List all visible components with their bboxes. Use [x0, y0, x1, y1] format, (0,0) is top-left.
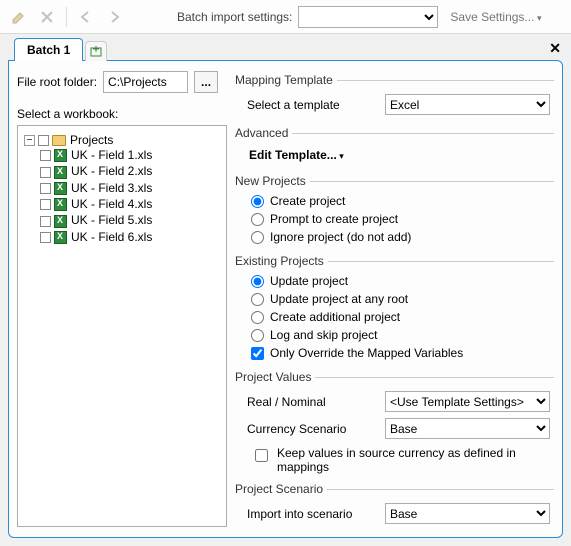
tree-file-node[interactable]: UK - Field 3.xls — [40, 180, 220, 196]
tree-file-label: UK - Field 3.xls — [71, 181, 152, 195]
project-scenario-legend: Project Scenario — [235, 482, 327, 496]
mapping-template-group: Mapping Template Select a template Excel — [235, 73, 554, 120]
select-workbook-label: Select a workbook: — [17, 107, 227, 121]
tree-file-node[interactable]: UK - Field 5.xls — [40, 212, 220, 228]
check-keep-source-currency[interactable] — [255, 449, 268, 462]
save-settings-link[interactable]: Save Settings... — [450, 10, 541, 24]
project-values-group: Project Values Real / Nominal <Use Templ… — [235, 370, 554, 476]
advanced-group: Advanced Edit Template... — [235, 126, 554, 168]
collapse-icon[interactable]: − — [24, 135, 35, 146]
tree-file-label: UK - Field 5.xls — [71, 213, 152, 227]
toolbar: Batch import settings: Save Settings... — [0, 0, 571, 34]
excel-icon — [54, 231, 67, 244]
import-scenario-label: Import into scenario — [247, 507, 377, 521]
radio-update-any-root[interactable] — [251, 293, 264, 306]
check-label: Only Override the Mapped Variables — [270, 346, 463, 360]
checkbox[interactable] — [40, 199, 51, 210]
checkbox[interactable] — [40, 150, 51, 161]
checkbox[interactable] — [40, 232, 51, 243]
close-tab-icon[interactable]: ✕ — [549, 40, 561, 57]
folder-icon — [52, 135, 66, 146]
batch-import-label: Batch import settings: — [177, 10, 292, 24]
new-projects-group: New Projects Create project Prompt to cr… — [235, 174, 554, 248]
excel-icon — [54, 149, 67, 162]
workbook-tree[interactable]: − Projects UK - Field 1.xls UK - Field 2.x… — [17, 125, 227, 527]
tree-file-node[interactable]: UK - Field 4.xls — [40, 196, 220, 212]
delete-icon[interactable] — [36, 6, 58, 28]
radio-label: Update project — [270, 274, 348, 288]
main-panel: File root folder: ... Select a workbook:… — [8, 60, 563, 538]
excel-icon — [54, 182, 67, 195]
tree-file-node[interactable]: UK - Field 2.xls — [40, 163, 220, 179]
back-icon[interactable] — [75, 6, 97, 28]
radio-label: Prompt to create project — [270, 212, 398, 226]
check-only-override[interactable] — [251, 347, 264, 360]
project-scenario-group: Project Scenario Import into scenario Ba… — [235, 482, 554, 527]
forward-icon[interactable] — [103, 6, 125, 28]
checkbox[interactable] — [40, 167, 51, 178]
import-scenario-dropdown[interactable]: Base — [385, 503, 550, 524]
tab-batch-1[interactable]: Batch 1 — [14, 38, 83, 61]
tree-file-label: UK - Field 6.xls — [71, 230, 152, 244]
radio-label: Create additional project — [270, 310, 400, 324]
radio-label: Ignore project (do not add) — [270, 230, 411, 244]
new-projects-legend: New Projects — [235, 174, 310, 188]
existing-projects-group: Existing Projects Update project Update … — [235, 254, 554, 364]
select-template-label: Select a template — [247, 98, 377, 112]
radio-label: Create project — [270, 194, 345, 208]
tree-file-label: UK - Field 4.xls — [71, 197, 152, 211]
currency-scenario-dropdown[interactable]: Base — [385, 418, 550, 439]
file-root-label: File root folder: — [17, 75, 97, 89]
excel-icon — [54, 215, 67, 228]
excel-icon — [54, 166, 67, 179]
radio-log-skip[interactable] — [251, 329, 264, 342]
batch-settings-dropdown[interactable] — [298, 6, 438, 28]
edit-template-link[interactable]: Edit Template... — [247, 144, 550, 166]
checkbox[interactable] — [40, 216, 51, 227]
tree-root-label: Projects — [70, 133, 113, 147]
file-root-input[interactable] — [103, 71, 188, 93]
tab-strip: Batch 1 ✕ — [0, 34, 571, 60]
radio-create-project[interactable] — [251, 195, 264, 208]
tree-file-node[interactable]: UK - Field 6.xls — [40, 229, 220, 245]
check-label: Keep values in source currency as define… — [277, 446, 550, 474]
real-nominal-label: Real / Nominal — [247, 395, 377, 409]
currency-scenario-label: Currency Scenario — [247, 422, 377, 436]
add-tab-button[interactable] — [85, 41, 107, 61]
existing-projects-legend: Existing Projects — [235, 254, 328, 268]
template-dropdown[interactable]: Excel — [385, 94, 550, 115]
excel-icon — [54, 198, 67, 211]
radio-label: Update project at any root — [270, 292, 408, 306]
tree-file-node[interactable]: UK - Field 1.xls — [40, 147, 220, 163]
advanced-legend: Advanced — [235, 126, 292, 140]
radio-ignore-project[interactable] — [251, 231, 264, 244]
mapping-legend: Mapping Template — [235, 73, 337, 87]
radio-prompt-create[interactable] — [251, 213, 264, 226]
radio-create-additional[interactable] — [251, 311, 264, 324]
tree-file-label: UK - Field 1.xls — [71, 148, 152, 162]
tree-file-label: UK - Field 2.xls — [71, 164, 152, 178]
radio-update-project[interactable] — [251, 275, 264, 288]
tree-root-node[interactable]: − Projects UK - Field 1.xls UK - Field 2.x… — [24, 132, 220, 246]
project-values-legend: Project Values — [235, 370, 315, 384]
real-nominal-dropdown[interactable]: <Use Template Settings> — [385, 391, 550, 412]
edit-icon[interactable] — [8, 6, 30, 28]
checkbox[interactable] — [38, 135, 49, 146]
browse-button[interactable]: ... — [194, 71, 218, 93]
checkbox[interactable] — [40, 183, 51, 194]
radio-label: Log and skip project — [270, 328, 377, 342]
